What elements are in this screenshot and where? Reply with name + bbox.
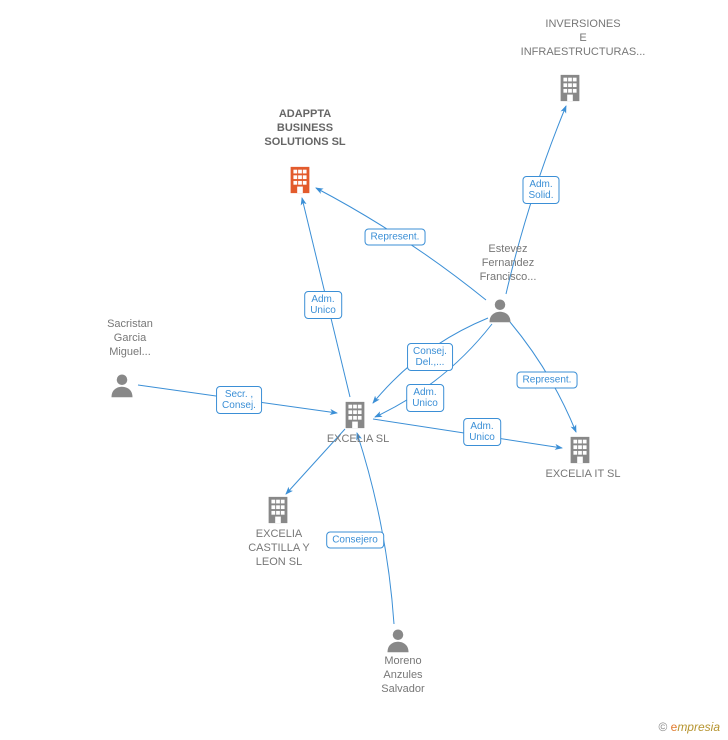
edge-label: Consejero (326, 532, 384, 549)
person-icon[interactable] (108, 371, 136, 399)
company-icon[interactable] (340, 400, 370, 430)
node-label-line: EXCELIA (256, 528, 302, 540)
node-label-line: Anzules (383, 669, 422, 681)
node-label-line: LEON SL (256, 556, 302, 568)
edge (357, 433, 394, 624)
node-label-line: Fernandez (482, 257, 535, 269)
node-label-line: Garcia (114, 332, 146, 344)
company-icon[interactable] (565, 435, 595, 465)
node-label-line: SOLUTIONS SL (264, 136, 345, 148)
edge-label: Adm. Solid. (522, 176, 559, 204)
copyright-symbol: © (658, 720, 667, 734)
node-label[interactable]: EXCELIA SL (323, 433, 393, 447)
edge-label-text: Adm. Unico (469, 421, 495, 443)
edge-label: Represent. (365, 229, 426, 246)
node-label-line: ADAPPTA (279, 108, 331, 120)
person-icon[interactable] (486, 296, 514, 324)
node-label-line: EXCELIA SL (327, 433, 389, 445)
edge-label: Adm. Unico (463, 418, 501, 446)
edge-label-text: Secr. , Consej. (222, 389, 256, 411)
edge-label: Adm. Unico (406, 384, 444, 412)
node-label-line: Miguel... (109, 346, 151, 358)
node-label[interactable]: INVERSIONES E INFRAESTRUCTURAS... (508, 18, 658, 59)
node-label-line: INVERSIONES (545, 18, 620, 30)
node-label-line: Sacristan (107, 318, 153, 330)
node-label[interactable]: EXCELIA IT SL (543, 468, 623, 482)
node-label-line: EXCELIA IT SL (545, 468, 620, 480)
node-label[interactable]: EXCELIA CASTILLA Y LEON SL (244, 528, 314, 569)
node-label[interactable]: Estevez Fernandez Francisco... (468, 243, 548, 284)
node-label-line: Salvador (381, 683, 424, 695)
edge-label-text: Consej. Del.,... (413, 346, 447, 368)
edge-label-text: Represent. (371, 232, 420, 243)
node-label-line: BUSINESS (277, 122, 333, 134)
footer-attribution: © empresia (658, 720, 720, 734)
company-icon[interactable] (285, 165, 315, 195)
node-label[interactable]: ADAPPTA BUSINESS SOLUTIONS SL (260, 108, 350, 149)
node-label-line: E (579, 32, 586, 44)
node-label-line: CASTILLA Y (248, 542, 310, 554)
node-label-line: Moreno (384, 655, 421, 667)
edge-label-text: Adm. Solid. (528, 179, 553, 201)
node-label-line: Estevez (488, 243, 527, 255)
node-label-line: Francisco... (480, 271, 537, 283)
person-icon[interactable] (384, 626, 412, 654)
edge-label-text: Consejero (332, 535, 378, 546)
edges-layer (0, 0, 728, 740)
edge-label: Consej. Del.,... (407, 343, 453, 371)
edge-label-text: Adm. Unico (310, 294, 336, 316)
edge-label-text: Adm. Unico (412, 387, 438, 409)
company-icon[interactable] (263, 495, 293, 525)
edge-label: Secr. , Consej. (216, 386, 262, 414)
network-diagram: ADAPPTA BUSINESS SOLUTIONS SL INVERSIONES EI… (0, 0, 728, 740)
edge-label-text: Represent. (523, 375, 572, 386)
node-label-line: INFRAESTRUCTURAS... (521, 46, 646, 58)
node-label[interactable]: Moreno Anzules Salvador (368, 655, 438, 696)
node-label[interactable]: Sacristan Garcia Miguel... (95, 318, 165, 359)
brand-rest: mpresia (677, 720, 720, 734)
edge-label: Adm. Unico (304, 291, 342, 319)
edge-label: Represent. (517, 372, 578, 389)
company-icon[interactable] (555, 73, 585, 103)
